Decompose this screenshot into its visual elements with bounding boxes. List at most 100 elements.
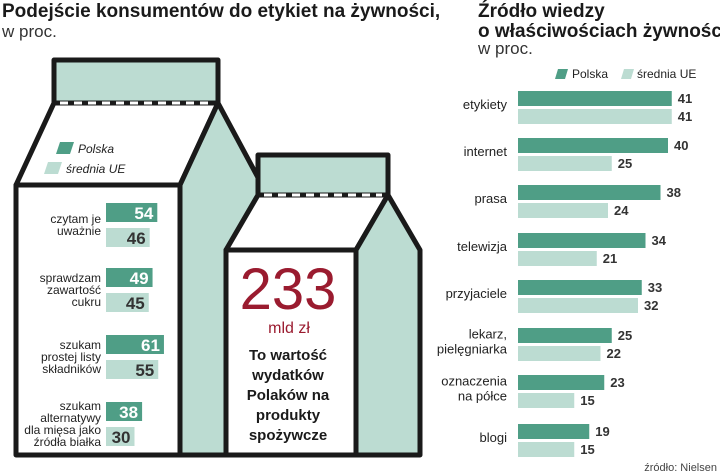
legend-swatch-polska: [56, 142, 74, 154]
category-label: czytam je: [50, 212, 101, 226]
big-number: 233: [240, 257, 337, 322]
value-label: 15: [580, 442, 594, 457]
value-label: 19: [595, 424, 609, 439]
spending-callout: 233 mld zł To wartość wydatków Polaków na p…: [240, 257, 337, 444]
right-legend: Polska średnia UE: [555, 67, 696, 81]
value-label: 32: [644, 298, 658, 313]
category-label: alternatywy: [40, 411, 101, 425]
value-label: 38: [667, 185, 681, 200]
bar-polska: [518, 185, 661, 200]
bar-polska: [106, 268, 153, 287]
bar-ue: [518, 298, 638, 313]
large-carton-front: [13, 182, 183, 458]
right-subtitle: w proc.: [477, 39, 533, 58]
left-legend: Polska średnia UE: [44, 142, 126, 176]
bar-polska: [106, 402, 143, 421]
value-label: 25: [618, 328, 632, 343]
category-label: przyjaciele: [446, 286, 507, 301]
large-carton-cap: [51, 57, 221, 106]
knowledge-source-chart: etykiety 41 41 internet 40 25 prasa 38 24 telewiz…: [437, 91, 692, 457]
value-label: 24: [614, 203, 629, 218]
callout-line: To wartość: [249, 347, 327, 364]
legend-label-ue: średnia UE: [66, 162, 126, 176]
category-label: na półce: [458, 389, 507, 404]
category-label: etykiety: [463, 97, 508, 112]
bar-polska: [106, 203, 158, 222]
bar-polska: [518, 328, 612, 343]
callout-line: wydatków: [251, 367, 324, 384]
category-label: prasa: [474, 191, 507, 206]
value-label: 38: [119, 403, 138, 422]
bar-polska: [518, 280, 642, 295]
bar-ue: [106, 293, 149, 312]
legend-label-polska: Polska: [572, 67, 608, 81]
category-label: dla mięsa jako: [24, 423, 101, 437]
bar-polska: [106, 335, 164, 354]
bar-ue: [518, 442, 575, 457]
value-label: 23: [610, 375, 624, 390]
legend-swatch-ue: [621, 69, 634, 79]
category-label: internet: [464, 144, 508, 159]
bar-polska: [518, 375, 605, 390]
value-label: 45: [126, 294, 145, 313]
small-carton-front: [223, 247, 359, 458]
bar-ue: [518, 109, 672, 124]
value-label: 22: [607, 346, 621, 361]
source-note: źródło: Nielsen: [644, 462, 717, 474]
category-label: oznaczenia: [441, 374, 508, 389]
category-label: lekarz,: [469, 327, 507, 342]
category-label: uważnie: [57, 224, 101, 238]
milk-cartons-illustration: [13, 57, 423, 458]
big-unit: mld zł: [268, 320, 310, 337]
category-label: szukam: [60, 399, 101, 413]
bar-polska: [518, 233, 646, 248]
bar-ue: [518, 251, 597, 266]
category-label: źródła białka: [34, 435, 102, 449]
legend-swatch-ue: [44, 162, 62, 174]
bar-ue: [518, 203, 608, 218]
category-label: szukam: [60, 338, 101, 352]
small-carton-side: [353, 192, 423, 458]
bar-polska: [518, 91, 672, 106]
bar-ue: [106, 427, 135, 446]
value-label: 21: [603, 251, 617, 266]
value-label: 46: [127, 229, 146, 248]
callout-line: spożywcze: [249, 427, 327, 444]
value-label: 41: [678, 109, 692, 124]
value-label: 33: [648, 280, 662, 295]
value-label: 30: [112, 428, 131, 447]
legend-label-polska: Polska: [78, 142, 114, 156]
bar-ue: [106, 228, 150, 247]
left-subtitle: w proc.: [1, 22, 57, 41]
category-label: pielęgniarka: [437, 342, 508, 357]
legend-swatch-polska: [555, 69, 568, 79]
bar-polska: [518, 138, 668, 153]
category-label: cukru: [72, 295, 101, 309]
category-label: prostej listy: [41, 350, 101, 364]
value-label: 34: [652, 233, 667, 248]
small-carton-cap: [255, 152, 391, 198]
value-label: 55: [135, 361, 154, 380]
category-label: składników: [42, 362, 101, 376]
bar-ue: [518, 346, 601, 361]
right-title-line-2: o właściwościach żywności,: [478, 21, 720, 42]
value-label: 41: [678, 91, 692, 106]
right-title-line-1: Źródło wiedzy: [478, 0, 605, 22]
value-label: 61: [141, 336, 160, 355]
callout-line: Polaków na: [247, 387, 330, 404]
category-label: blogi: [480, 430, 508, 445]
value-label: 15: [580, 393, 594, 408]
bar-ue: [518, 156, 612, 171]
bar-ue: [518, 393, 575, 408]
value-label: 25: [618, 156, 632, 171]
value-label: 49: [130, 269, 149, 288]
callout-line: produkty: [256, 407, 321, 424]
value-label: 40: [674, 138, 688, 153]
bar-polska: [518, 424, 590, 439]
value-label: 54: [134, 204, 153, 223]
category-label: sprawdzam: [40, 271, 101, 285]
category-label: telewizja: [457, 239, 508, 254]
left-title: Podejście konsumentów do etykiet na żywn…: [2, 1, 440, 22]
